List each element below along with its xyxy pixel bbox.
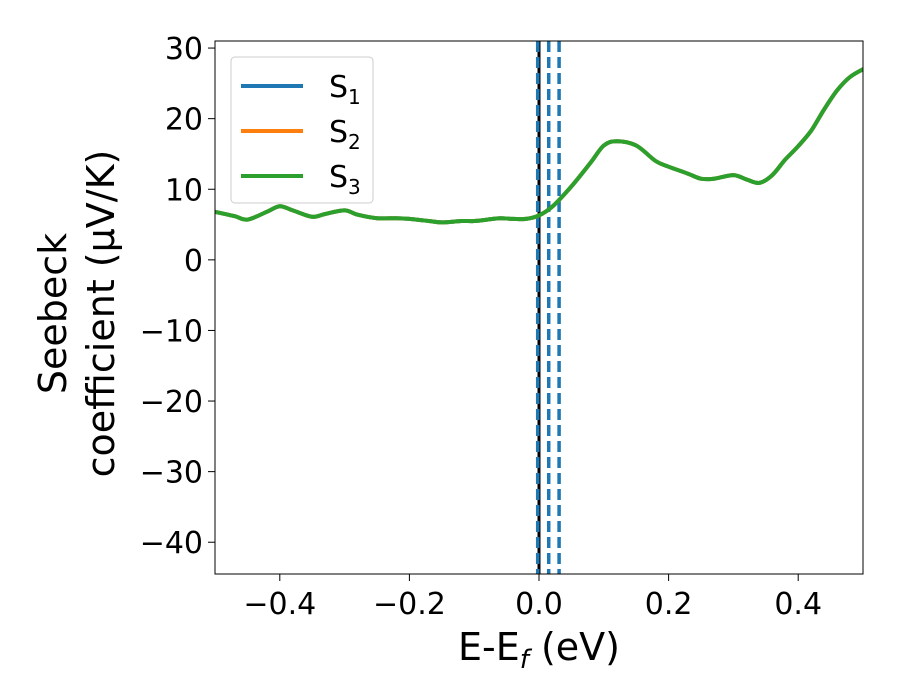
legend-label-s1: S1 <box>329 70 361 109</box>
series-line-s3 <box>215 67 863 225</box>
series-lines <box>215 67 863 225</box>
x-tick-label: −0.2 <box>373 587 446 622</box>
x-tick-label: 0.0 <box>515 587 563 622</box>
y-tick-label: −20 <box>140 385 203 420</box>
fermi-level-lines <box>535 41 561 574</box>
y-axis-title-line2: coefficient (μV/K) <box>79 150 123 478</box>
y-tick-label: 0 <box>184 244 203 279</box>
x-tick-label: 0.2 <box>645 587 693 622</box>
legend: S1 S2 S3 <box>230 56 374 204</box>
y-tick-label: 20 <box>165 103 203 138</box>
y-tick-label: −30 <box>140 456 203 491</box>
x-tick-label: 0.4 <box>774 587 822 622</box>
y-tick-label: −10 <box>140 314 203 349</box>
y-axis-title-line1: Seebeck <box>31 233 75 394</box>
x-axis-title-unit: (eV) <box>529 625 620 669</box>
y-tick-label: −40 <box>140 526 203 561</box>
legend-label-s2: S2 <box>329 115 361 154</box>
legend-label-s3: S3 <box>329 160 361 199</box>
y-axis-ticks: 30 20 10 0 −10 −20 −30 −40 <box>140 32 215 561</box>
y-tick-label: 30 <box>165 32 203 67</box>
x-axis-title: E-Ef (eV) <box>458 625 620 675</box>
x-tick-label: −0.4 <box>243 587 316 622</box>
x-axis-ticks: −0.4 −0.2 0.0 0.2 0.4 <box>243 574 822 622</box>
x-axis-title-main: E-E <box>458 625 520 669</box>
y-tick-label: 10 <box>165 173 203 208</box>
